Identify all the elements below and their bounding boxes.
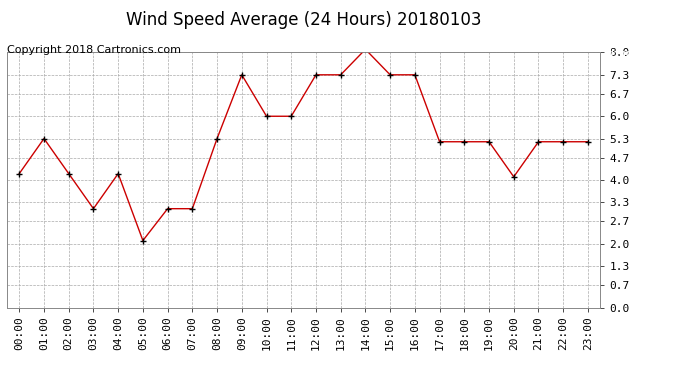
Text: Wind  (mph): Wind (mph) (607, 50, 676, 59)
Text: Wind Speed Average (24 Hours) 20180103: Wind Speed Average (24 Hours) 20180103 (126, 11, 482, 29)
Text: Copyright 2018 Cartronics.com: Copyright 2018 Cartronics.com (7, 45, 181, 55)
